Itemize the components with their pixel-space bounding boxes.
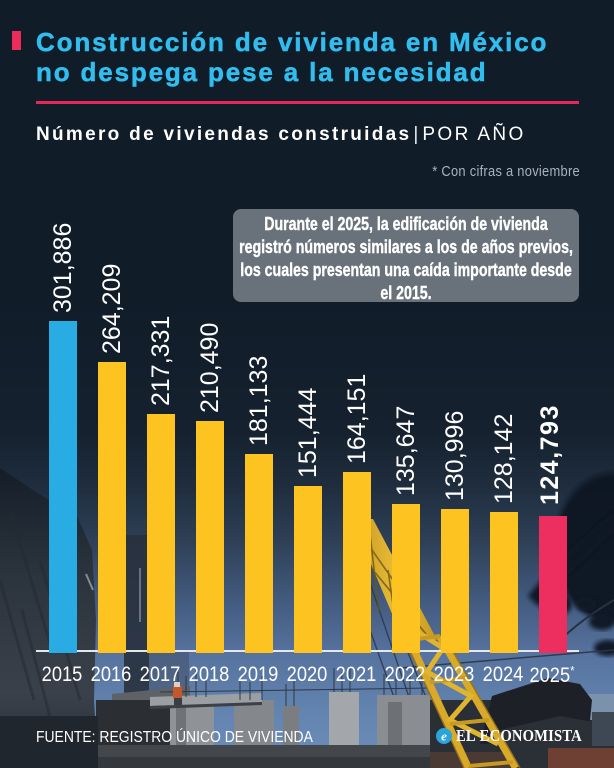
svg-text:e: e: [441, 728, 447, 743]
